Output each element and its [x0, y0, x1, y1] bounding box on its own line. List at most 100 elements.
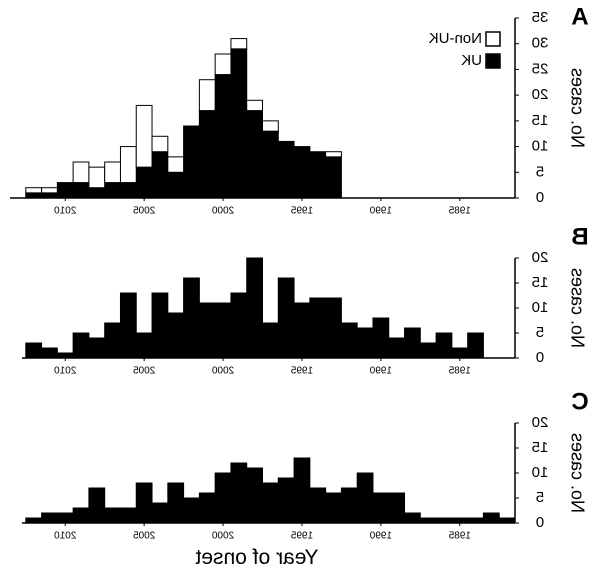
bar-cases-1993 [325, 492, 342, 524]
bar-cases-1995 [293, 302, 311, 359]
y-tick-label-0: 0 [536, 349, 544, 366]
bar-cases-1997 [262, 482, 279, 524]
legend-label-non-uk: Non-UK [429, 30, 482, 47]
bar-non-uk-1999 [230, 38, 248, 50]
y-tick-label-15: 15 [532, 439, 549, 456]
bar-cases-2005 [135, 482, 153, 524]
bar-cases-2011 [41, 347, 58, 359]
y-axis-label: No. cases [567, 433, 587, 513]
bar-cases-2006 [119, 507, 137, 524]
bar-uk-2011 [41, 192, 58, 199]
bar-cases-2000 [214, 472, 232, 524]
panel-letter-a: A [571, 3, 588, 30]
legend-swatch-uk [485, 53, 501, 69]
bar-cases-1982 [498, 517, 516, 524]
x-tick-label-2010: 2010 [54, 206, 77, 217]
x-tick-label-1985: 1985 [448, 366, 471, 377]
x-tick-label-2005: 2005 [133, 531, 156, 542]
bar-cases-2001 [198, 492, 216, 524]
x-tick-label-2010: 2010 [54, 366, 77, 377]
bar-cases-1996 [277, 477, 295, 524]
panel-c: 2010 2005 2000 1995 1990 1985 0 5 10 15 20 No. case… [22, 388, 589, 542]
bar-cases-1991 [356, 327, 374, 359]
bar-cases-1985 [451, 517, 469, 524]
bar-uk-2006 [119, 182, 137, 199]
bar-uk-1995 [293, 146, 311, 199]
x-tick-label-1995: 1995 [290, 531, 313, 542]
x-tick-label-1985: 1985 [448, 531, 471, 542]
y-tick-label-10: 10 [532, 464, 549, 481]
bar-non-uk-2000 [214, 53, 232, 76]
bar-cases-1989 [388, 337, 406, 359]
bar-uk-2004 [151, 151, 169, 199]
y-tick-label-25: 25 [532, 60, 549, 77]
bar-non-uk-2011 [41, 187, 58, 194]
bar-cases-1990 [372, 317, 390, 359]
bar-cases-2007 [104, 507, 121, 524]
bar-uk-2000 [214, 74, 232, 199]
bar-uk-1997 [262, 130, 279, 199]
bar-cases-2001 [198, 302, 216, 359]
bar-uk-2008 [88, 187, 106, 199]
y-tick-label-20: 20 [532, 249, 549, 266]
bar-cases-2009 [72, 507, 90, 524]
bar-non-uk-1998 [246, 99, 263, 112]
x-tick-label-1995: 1995 [290, 366, 313, 377]
x-tick-label-1995: 1995 [290, 206, 313, 217]
bar-cases-2007 [104, 322, 121, 359]
bar-non-uk-2007 [104, 161, 121, 184]
x-tick-label-2010: 2010 [54, 531, 77, 542]
bar-uk-2003 [167, 171, 185, 199]
bar-non-uk-2003 [167, 156, 185, 173]
bar-cases-1991 [356, 472, 374, 524]
bar-cases-2000 [214, 302, 232, 359]
bar-cases-1984 [467, 332, 484, 359]
x-tick-label-2000: 2000 [211, 206, 234, 217]
bar-non-uk-2004 [151, 135, 169, 153]
bar-cases-1986 [435, 517, 453, 524]
bar-non-uk-1993 [325, 151, 342, 158]
bar-uk-2010 [56, 182, 74, 199]
bar-uk-2012 [25, 192, 43, 199]
bar-cases-2008 [88, 337, 106, 359]
x-tick-label-2000: 2000 [211, 366, 234, 377]
bar-cases-2011 [41, 512, 58, 524]
bar-cases-2012 [25, 342, 43, 359]
bar-cases-2004 [151, 502, 169, 524]
y-tick-label-5: 5 [536, 324, 544, 341]
y-tick-label-20: 20 [532, 86, 549, 103]
bar-cases-2008 [88, 487, 106, 524]
y-tick-label-10: 10 [532, 299, 549, 316]
panel-letter-b: B [571, 223, 588, 250]
bar-cases-1996 [277, 277, 295, 359]
bar-cases-1985 [451, 347, 469, 359]
y-tick-label-0: 0 [536, 189, 544, 206]
panel-b: 2010 2005 2000 1995 1990 1985 0 5 10 15 20 No. case… [22, 223, 589, 377]
bar-cases-2009 [72, 332, 90, 359]
bar-cases-2006 [119, 292, 137, 359]
legend-swatch-non-uk [485, 31, 501, 47]
y-tick-label-5: 5 [536, 163, 544, 180]
y-tick-label-5: 5 [536, 489, 544, 506]
bar-cases-2012 [25, 517, 43, 524]
x-tick-label-1990: 1990 [369, 206, 392, 217]
bar-uk-2002 [183, 125, 200, 199]
bar-cases-2003 [167, 482, 185, 524]
bar-cases-1994 [309, 487, 327, 524]
bar-uk-1999 [230, 48, 248, 199]
panel-a: 2010 2005 2000 1995 1990 1985 0 5 10 15 20 25 30 35 No… [10, 3, 589, 217]
x-tick-label-1990: 1990 [369, 531, 392, 542]
y-tick-label-15: 15 [532, 274, 549, 291]
bar-cases-1993 [325, 297, 342, 359]
y-tick-label-0: 0 [536, 514, 544, 531]
x-tick-label-2000: 2000 [211, 531, 234, 542]
bar-uk-2005 [135, 166, 153, 199]
x-tick-label-2005: 2005 [133, 206, 156, 217]
bar-cases-1987 [419, 342, 437, 359]
bar-cases-2004 [151, 292, 169, 359]
bar-cases-1986 [435, 332, 453, 359]
bar-non-uk-2006 [119, 146, 137, 184]
bar-cases-1999 [230, 462, 248, 524]
bar-uk-2001 [198, 110, 216, 199]
